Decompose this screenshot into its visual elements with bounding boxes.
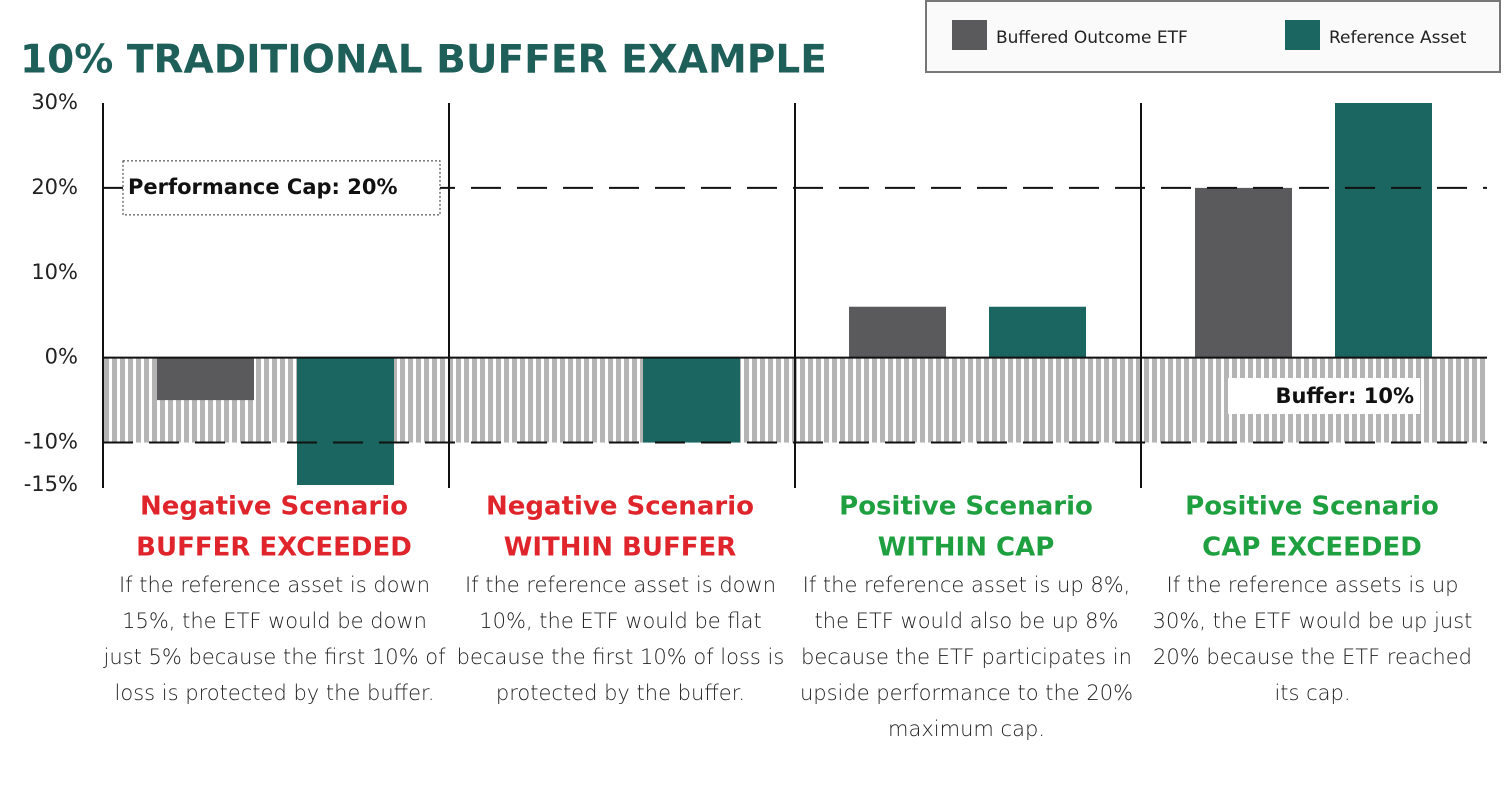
- category-title: Positive Scenario: [1185, 492, 1439, 522]
- bar: [157, 357, 254, 401]
- category-subtitle: BUFFER EXCEEDED: [136, 533, 412, 563]
- category-title: Negative Scenario: [140, 492, 408, 522]
- buffer-label: Buffer: 10%: [1275, 384, 1414, 408]
- category-subtitle: CAP EXCEEDED: [1202, 533, 1422, 563]
- category-title: Positive Scenario: [839, 492, 1093, 522]
- bar: [643, 357, 740, 443]
- bar: [297, 357, 394, 485]
- category-subtitle: WITHIN BUFFER: [504, 533, 737, 563]
- legend-label: Buffered Outcome ETF: [996, 28, 1188, 48]
- category-description: If the reference assets is up 30%, the E…: [1152, 573, 1473, 705]
- bar: [989, 306, 1086, 358]
- legend-label: Reference Asset: [1329, 28, 1467, 48]
- y-tick-label: -10%: [24, 430, 78, 454]
- category-title: Negative Scenario: [486, 492, 754, 522]
- y-tick-label: 10%: [31, 260, 78, 284]
- cap-label-box: [122, 160, 441, 216]
- category-description: If the reference asset is down 15%, the …: [103, 573, 446, 705]
- category-description: If the reference asset is down 10%, the …: [456, 573, 785, 705]
- y-tick-label: 30%: [31, 90, 78, 114]
- y-tick-label: 20%: [31, 175, 78, 199]
- legend-swatch: [952, 20, 987, 50]
- category-description: If the reference asset is up 8%, the ETF…: [799, 573, 1134, 741]
- y-tick-label: -15%: [24, 472, 78, 496]
- bar: [1335, 103, 1432, 358]
- category-subtitle: WITHIN CAP: [878, 533, 1055, 563]
- chart-title: 10% TRADITIONAL BUFFER EXAMPLE: [20, 38, 827, 83]
- legend-box: [925, 0, 1501, 73]
- buffer-label-box: [1228, 378, 1420, 414]
- legend-swatch: [1285, 20, 1320, 50]
- y-tick-label: 0%: [45, 345, 78, 369]
- bar: [849, 306, 946, 358]
- bar: [1195, 187, 1292, 358]
- cap-label: Performance Cap: 20%: [128, 175, 398, 199]
